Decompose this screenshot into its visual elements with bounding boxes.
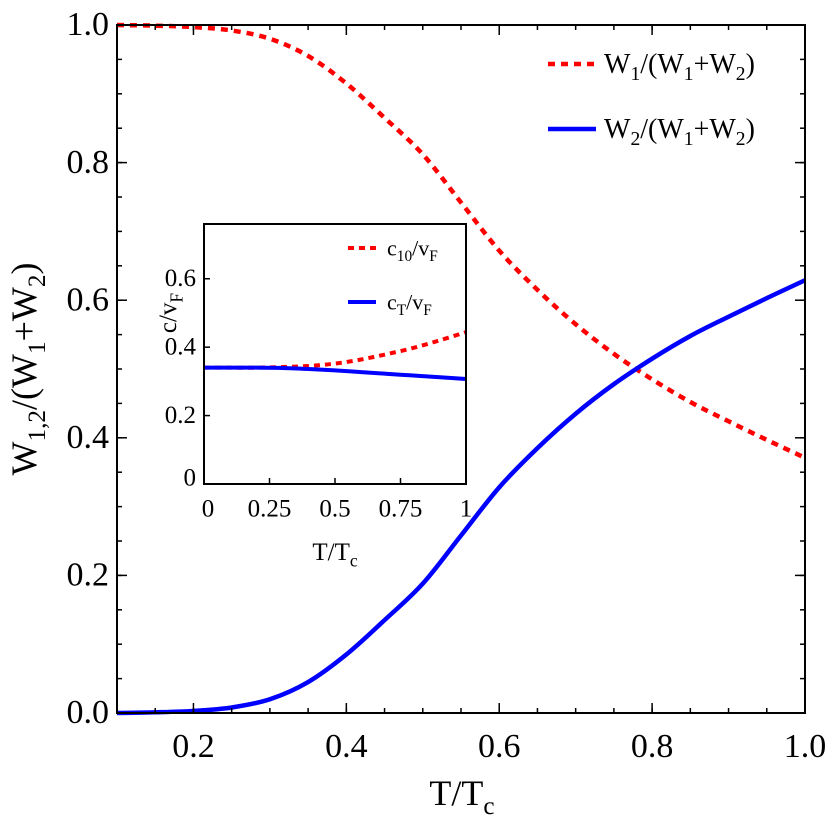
- x-tick-label: 0.25: [248, 496, 292, 523]
- subscript: F: [423, 302, 432, 319]
- text-segment: +W: [694, 49, 737, 80]
- text-segment: /v: [406, 289, 423, 314]
- x-tick-label: 0.8: [631, 728, 674, 765]
- subscript: F: [429, 248, 438, 265]
- subscript: F: [166, 293, 186, 303]
- text-segment: ): [746, 114, 755, 145]
- subscript: 1: [630, 64, 640, 85]
- x-tick-label: 1.0: [784, 728, 827, 765]
- subscript: c: [483, 793, 494, 820]
- y-tick-label: 0.0: [67, 694, 110, 731]
- y-tick-label: 0.6: [165, 265, 196, 292]
- subscript: 1,2: [24, 410, 51, 441]
- x-axis-label: T/Tc: [429, 773, 494, 820]
- x-axis-label: T/Tc: [312, 539, 358, 570]
- text-segment: T/T: [312, 539, 350, 566]
- legend-label-2: cT/vF: [387, 289, 432, 319]
- subscript: 2: [630, 129, 640, 150]
- text-segment: W: [604, 114, 631, 145]
- series-line-1: [116, 22, 806, 460]
- x-tick-label: 0.2: [172, 728, 215, 765]
- text-segment: /(W: [640, 114, 684, 145]
- y-tick-label: 1.0: [67, 6, 110, 43]
- text-segment: ): [746, 49, 755, 80]
- y-tick-label: 0.2: [67, 557, 110, 594]
- text-segment: W: [604, 49, 631, 80]
- plot-background: [204, 224, 466, 484]
- subscript: 1: [684, 64, 694, 85]
- y-tick-label: 0.4: [67, 419, 110, 456]
- y-tick-label: 0.4: [165, 334, 197, 361]
- y-axis-label: c/vF: [155, 293, 186, 334]
- y-tick-label: 0.8: [67, 144, 110, 181]
- y-tick-label: 0.6: [67, 281, 110, 318]
- text-segment: +W: [694, 114, 737, 145]
- text-segment: c: [387, 235, 397, 260]
- subscript: T: [397, 302, 407, 319]
- subscript: c: [350, 550, 358, 570]
- x-tick-label: 0.75: [379, 496, 423, 523]
- text-segment: ): [4, 263, 44, 275]
- text-segment: /(W: [4, 354, 44, 410]
- subscript: 1: [24, 341, 51, 354]
- text-segment: /(W: [640, 49, 684, 80]
- x-tick-label: 0.6: [478, 728, 521, 765]
- series-line-2: [204, 365, 467, 381]
- x-tick-label: 0: [202, 496, 215, 523]
- text-segment: /v: [412, 235, 429, 260]
- subscript: 10: [397, 248, 413, 265]
- text-segment: c/v: [155, 302, 182, 333]
- y-tick-label: 0.2: [165, 402, 196, 429]
- main-plot: W1/(W1+W2)W2/(W1+W2)0.2 0.4 0.6 0.8 1.00.00.…: [4, 6, 826, 820]
- subscript: 1: [684, 129, 694, 150]
- x-tick-label: 0.4: [325, 728, 368, 765]
- series-line-2: [116, 278, 806, 716]
- y-axis-label: W1,2/(W1+W2): [4, 263, 51, 476]
- y-tick-label: 0: [184, 465, 197, 492]
- text-segment: +W: [4, 287, 44, 341]
- legend-label-1: c10/vF: [387, 235, 438, 265]
- x-tick-label: 0.5: [319, 496, 350, 523]
- text-segment: c: [387, 289, 397, 314]
- x-tick-label: 1: [460, 496, 473, 523]
- text-segment: T/T: [429, 773, 483, 813]
- subscript: 2: [736, 64, 746, 85]
- subscript: 2: [736, 129, 746, 150]
- legend-label-2: W2/(W1+W2): [604, 114, 755, 150]
- subscript: 2: [24, 275, 51, 288]
- legend-label-1: W1/(W1+W2): [604, 49, 755, 85]
- text-segment: W: [4, 441, 44, 475]
